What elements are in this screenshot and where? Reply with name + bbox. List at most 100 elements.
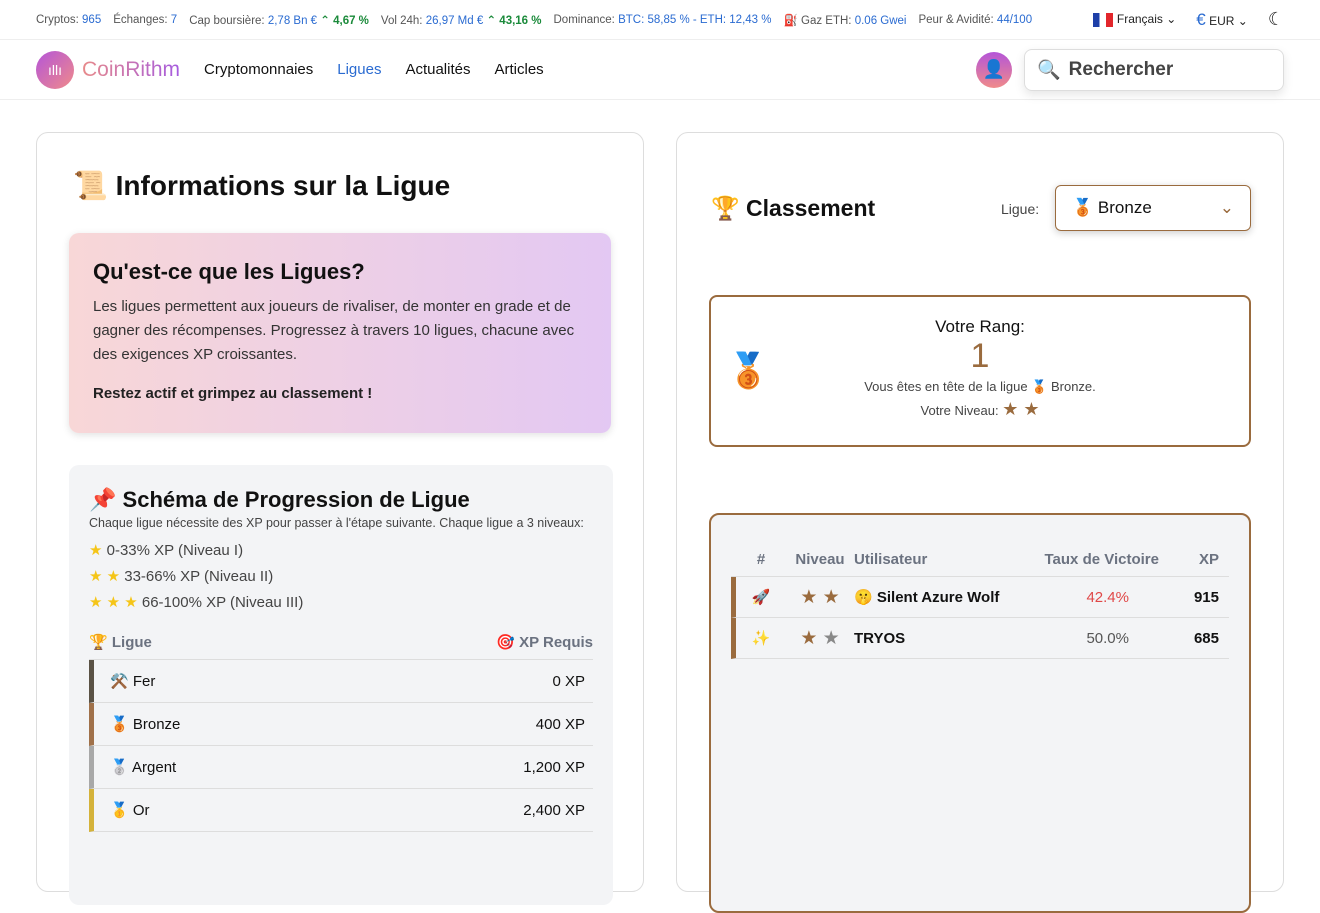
bronze-medal-icon: 🥉 [1072,198,1094,217]
nav-ligues[interactable]: Ligues [337,61,382,78]
main-nav: ıllı CoinRithm Cryptomonnaies Ligues Actu… [0,40,1320,100]
leaderboard-title-text: Classement [746,195,876,221]
logo-text: CoinRithm [82,57,181,81]
chevron-down-icon: ⌄ [1219,198,1234,217]
progression-subtitle: Chaque ligue nécessite des XP pour passe… [89,516,584,530]
dom-value: BTC: 58,85 % - ETH: 12,43 % [618,13,772,26]
league-name-text: Bronze [132,716,181,733]
gas-label: Gaz ETH: [801,14,852,27]
league-row: 🥇 Or 2,400 XP [89,789,593,832]
league-name: 🥉 Bronze [110,715,180,733]
progression-box: 📌 Schéma de Progression de Ligue Chaque … [69,465,613,905]
table-row[interactable]: 🚀 ★ ★ 🤫 Silent Azure Wolf 42.4% 915 [731,577,1229,618]
rank-icon: ✨ [751,630,771,647]
level-3-text: 66-100% XP (Niveau III) [141,594,304,611]
cryptos-count[interactable]: 965 [82,13,102,26]
star-icon: ★ [800,627,818,649]
stats-bar: Cryptos: 965 Échanges: 7 Cap boursière: … [0,0,1320,40]
star-icon: ★ [822,627,840,649]
league-selected: Bronze [1097,198,1152,217]
col-rank: # [756,551,766,568]
search-icon: 🔍 [1037,59,1061,81]
dom-label: Dominance: [553,13,615,26]
logo[interactable]: ıllı CoinRithm [36,50,181,89]
cap-label: Cap boursière: [189,14,265,27]
col-winrate: Taux de Victoire [1044,551,1160,568]
star-icon: ★ [89,542,103,559]
league-xp: 1,200 XP [523,758,585,776]
col-xp: XP Requis [519,634,593,651]
logo-icon: ıllı [36,50,74,89]
table-header: # Niveau Utilisateur Taux de Victoire XP [731,543,1229,577]
league-icon: 🥇 [110,802,129,819]
cap-value: 2,78 Bn € [267,14,318,27]
currency-label: EUR [1209,13,1235,28]
fear-value[interactable]: 44/100 [996,13,1033,26]
league-icon: 🥉 [110,716,129,733]
nav-actualites[interactable]: Actualités [405,61,471,78]
win-rate: 50.0% [1086,629,1129,647]
cap-change: 4,67 % [333,14,369,27]
exchanges-label: Échanges: [113,13,168,26]
league-info-title-text: Informations sur la Ligue [115,170,451,201]
level-stars: ★ ★ [786,627,854,650]
user-name[interactable]: TRYOS [854,630,1039,647]
target-icon: 🎯 [496,634,515,651]
league-select[interactable]: 🥉 Bronze ⌄ [1055,185,1251,231]
user-avatar-icon: 🤫 [854,589,873,606]
league-name-text: Or [132,802,150,819]
rank-title: Votre Rang: [935,317,1025,336]
scroll-icon: 📜 [73,170,108,201]
trophy-icon: 🏆 [89,634,108,651]
trophy-icon: 🏆 [711,195,740,221]
league-name: 🥇 Or [110,801,150,819]
level-2: ★ ★ 33-66% XP (Niveau II) [89,567,593,585]
chevron-down-icon: ⌄ [1237,13,1248,28]
league-xp: 2,400 XP [523,801,585,819]
league-name-text: Argent [132,759,177,776]
progression-title-text: Schéma de Progression de Ligue [122,487,470,512]
what-are-leagues-box: Qu'est-ce que les Ligues? Les ligues per… [69,233,611,433]
info-text: Les ligues permettent aux joueurs de riv… [93,298,575,363]
league-row: 🥉 Bronze 400 XP [89,703,593,746]
league-name: 🥈 Argent [110,758,176,776]
star-icon: ★ [800,586,818,608]
league-info-card: 📜 Informations sur la Ligue Qu'est-ce qu… [36,132,644,905]
nav-articles[interactable]: Articles [494,61,544,78]
rank-text: Vous êtes en tête de la ligue 🥉 Bronze. [864,379,1096,394]
table-row[interactable]: ✨ ★ ★ TRYOS 50.0% 685 [731,618,1229,659]
exchanges-count[interactable]: 7 [170,13,178,26]
star-icon: ★ [822,586,840,608]
level-1-text: 0-33% XP (Niveau I) [106,542,244,559]
user-name-text: TRYOS [854,629,906,647]
league-select-label: Ligue: [1001,201,1040,217]
pushpin-icon: 📌 [89,487,117,512]
info-title: Qu'est-ce que les Ligues? [93,259,365,284]
vol-change: 43,16 % [499,14,542,27]
league-icon: ⚒️ [110,673,129,690]
language-select[interactable]: Français ⌄ [1092,12,1176,27]
league-row: 🥈 Argent 1,200 XP [89,746,593,789]
league-info-title: 📜 Informations sur la Ligue [73,169,450,202]
user-avatar-icon[interactable]: 👤 [976,51,1012,88]
your-level: Votre Niveau: ★ ★ [711,398,1249,422]
user-name[interactable]: 🤫 Silent Azure Wolf [854,588,1039,606]
nav-cryptomonnaies[interactable]: Cryptomonnaies [204,61,314,78]
col-xp: XP [1198,551,1219,568]
dark-mode-moon-icon[interactable]: ☾ [1267,9,1284,29]
league-table-header: 🏆 Ligue 🎯 XP Requis [89,633,593,660]
fear-label: Peur & Avidité: [918,13,994,26]
level-label: Votre Niveau: [920,403,999,418]
currency-select[interactable]: € EUR ⌄ [1196,10,1248,30]
league-name: ⚒️ Fer [110,672,155,690]
rank-value: 1 [970,337,990,375]
star-icon: ★ ★ [89,568,121,585]
info-cta: Restez actif et grimpez au classement ! [93,385,373,402]
col-level: Niveau [795,551,845,568]
search-input[interactable]: 🔍 Rechercher [1024,48,1284,91]
user-xp: 915 [1193,588,1219,606]
level-2-text: 33-66% XP (Niveau II) [124,568,274,585]
cryptos-label: Cryptos: [36,13,79,26]
col-league: Ligue [111,634,152,651]
language-label: Français [1116,12,1163,27]
